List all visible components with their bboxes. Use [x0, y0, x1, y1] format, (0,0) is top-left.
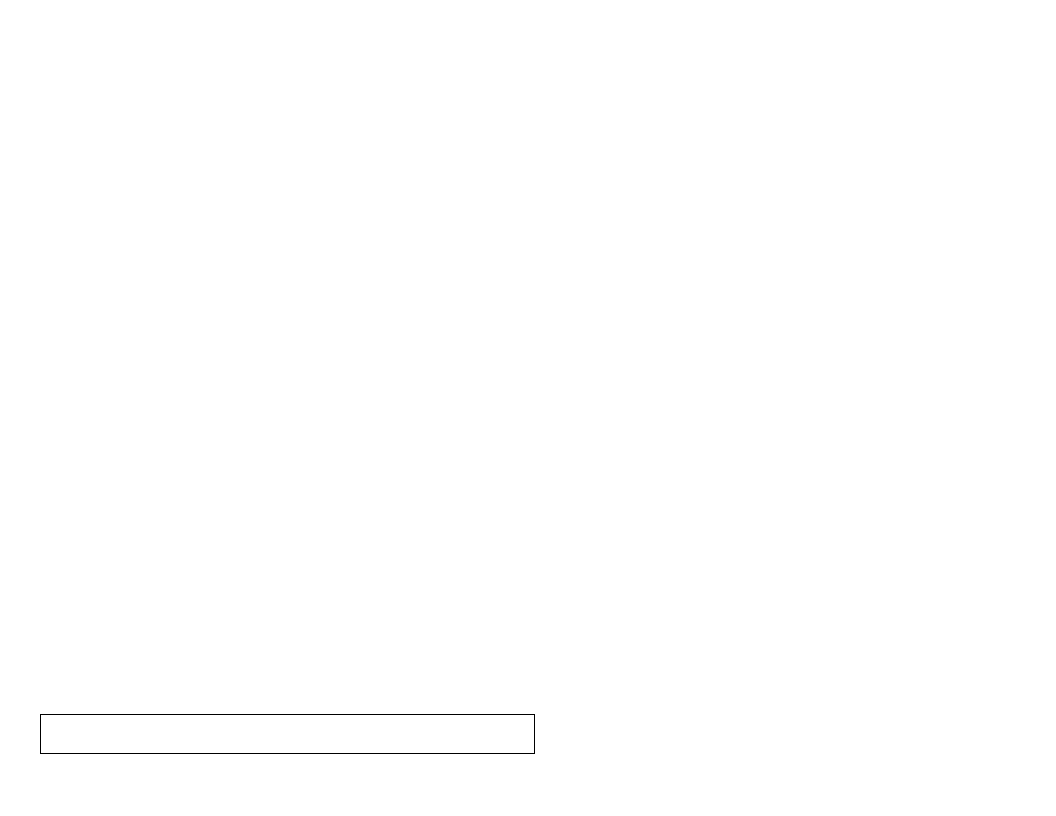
wind-speed-heatmap — [40, 30, 1020, 690]
colorbar-gradient — [40, 714, 535, 754]
colorbar-tick-row — [40, 754, 535, 771]
colorbar — [40, 714, 535, 772]
